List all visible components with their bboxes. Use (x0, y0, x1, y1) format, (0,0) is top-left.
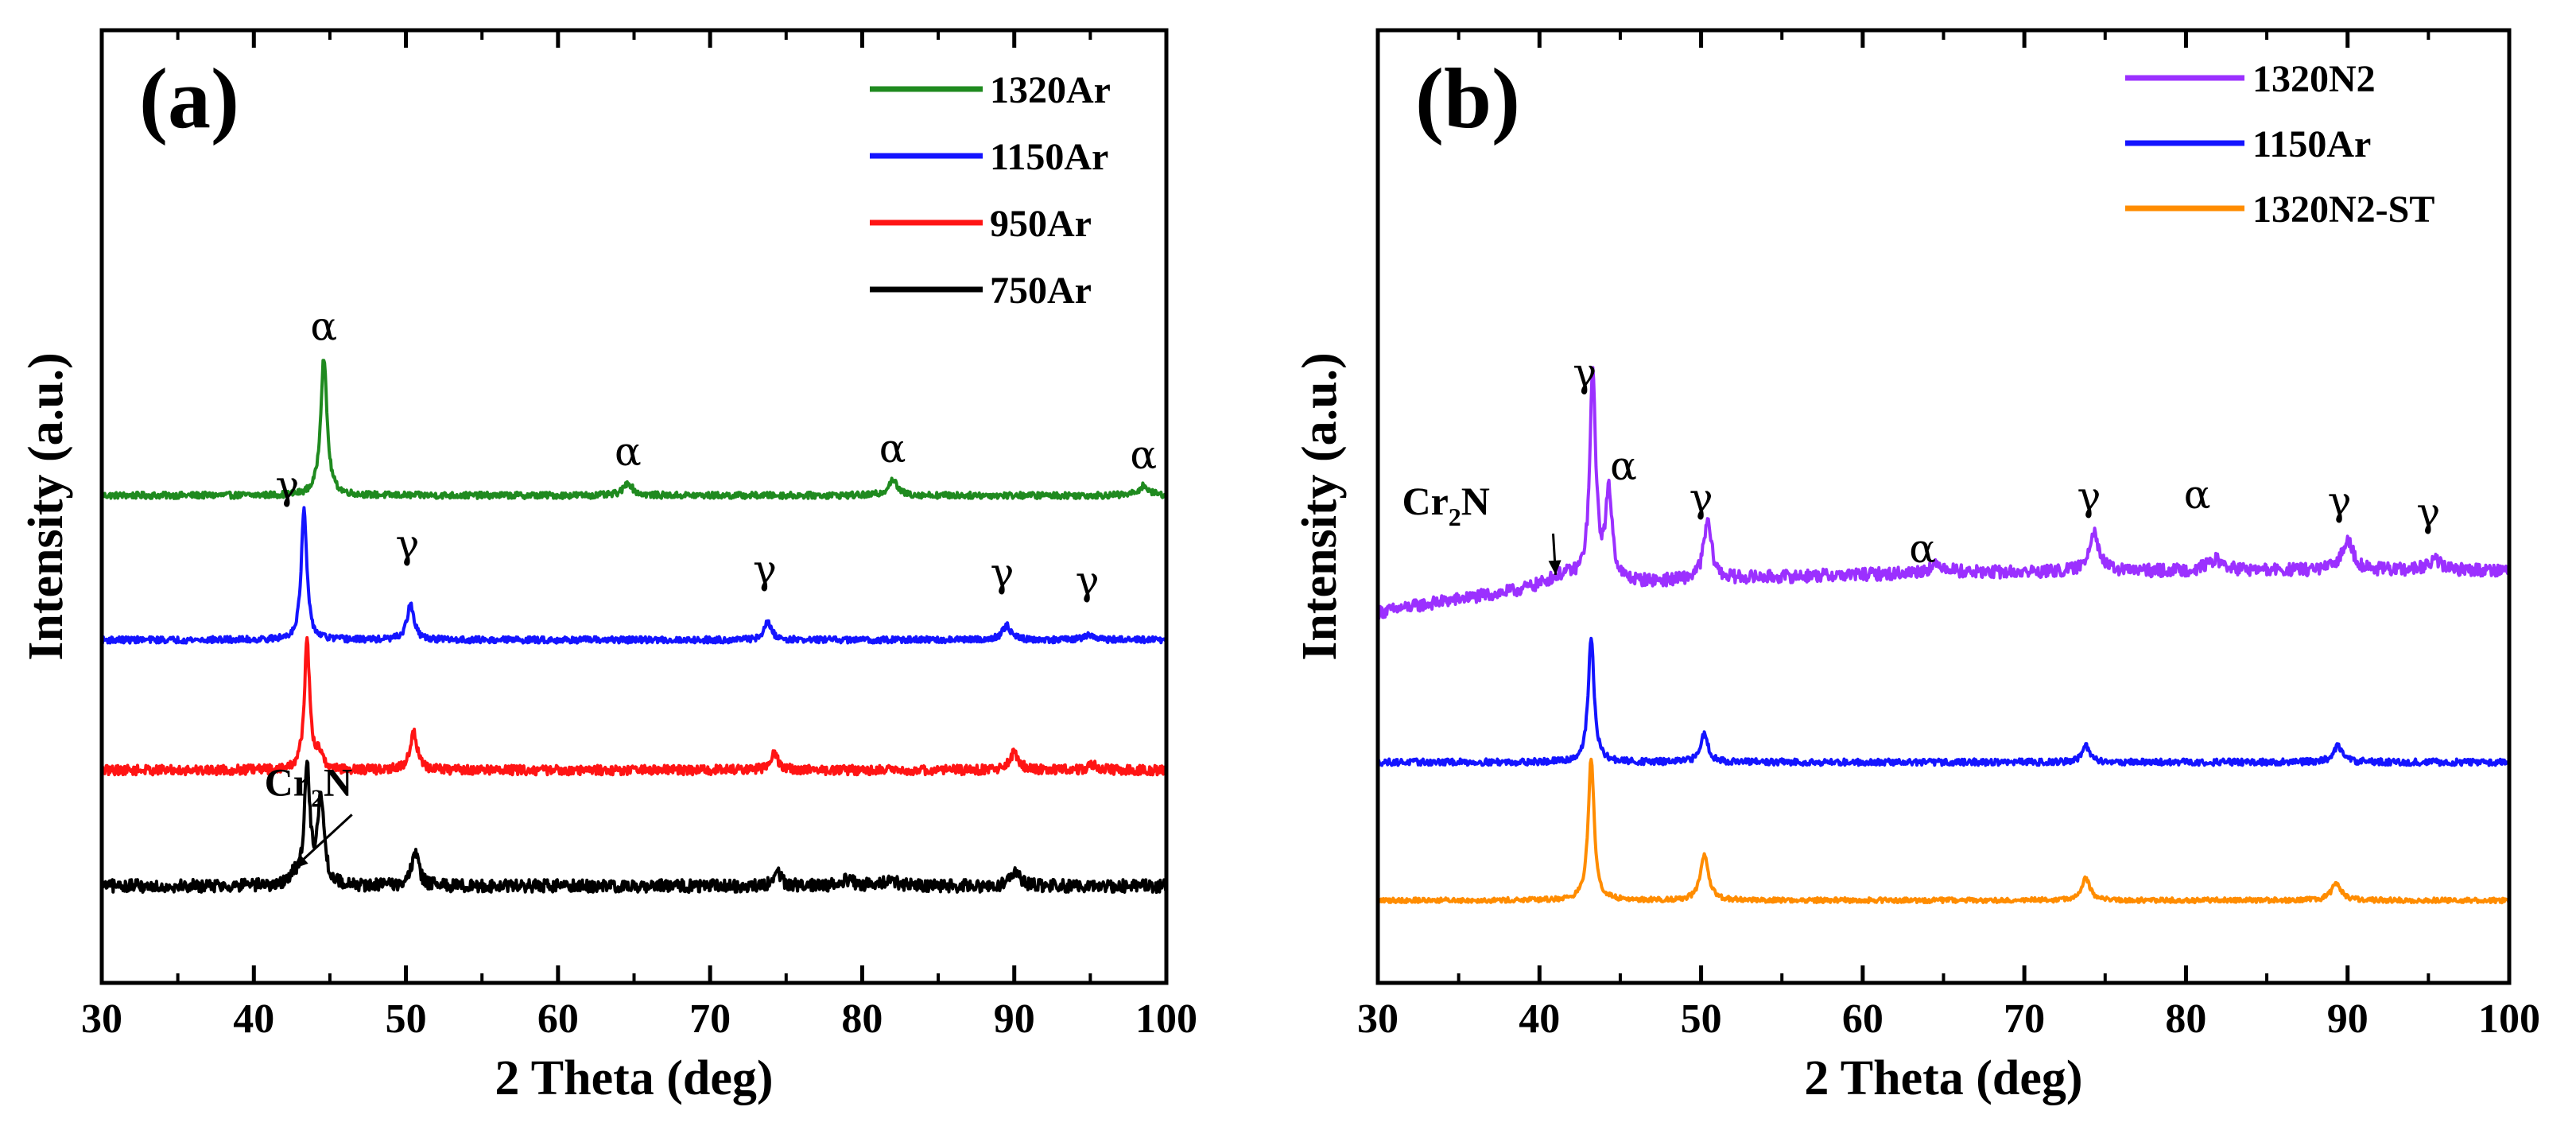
series-1320Ar-line (100, 359, 1168, 500)
x-tick-label: 40 (1519, 996, 1560, 1042)
x-axis-label: 2 Theta (deg) (1804, 1051, 2082, 1105)
x-tick-label: 80 (841, 996, 883, 1042)
x-tick-label: 60 (1842, 996, 1884, 1042)
alpha-peak-label: α (615, 429, 642, 475)
alpha-peak-label: α (1610, 443, 1637, 489)
gamma-peak-label: γ (275, 462, 299, 508)
x-tick-label: 60 (537, 996, 579, 1042)
legend-label-1320N2-ST: 1320N2-ST (2252, 188, 2434, 231)
x-tick-label: 100 (2478, 996, 2540, 1042)
panel-label: (b) (1415, 52, 1520, 146)
alpha-peak-label: α (1909, 526, 1936, 572)
x-tick-label: 90 (994, 996, 1035, 1042)
x-tick-label: 70 (689, 996, 731, 1042)
legend-label-1150Ar: 1150Ar (2252, 123, 2371, 165)
alpha-peak-label: α (310, 303, 337, 349)
cr2n-arrowhead (1548, 560, 1562, 575)
y-axis-label: Intensity (a.u.) (1293, 352, 1347, 661)
legend-label-950Ar: 950Ar (990, 203, 1092, 245)
x-tick-label: 50 (386, 996, 427, 1042)
cr2n-label: Cr2N (265, 759, 352, 812)
x-tick-label: 80 (2165, 996, 2206, 1042)
x-tick-label: 40 (233, 996, 274, 1042)
gamma-peak-label: γ (396, 521, 420, 567)
cr2n-label: Cr2N (1402, 479, 1489, 531)
x-tick-label: 70 (2004, 996, 2045, 1042)
gamma-peak-label: γ (1690, 475, 1713, 521)
alpha-peak-label: α (2184, 472, 2211, 518)
x-tick-label: 100 (1135, 996, 1197, 1042)
x-tick-label: 30 (81, 996, 122, 1042)
series-1320N2-ST-line (1376, 757, 2511, 905)
y-axis-label: Intensity (a.u.) (19, 352, 73, 661)
legend-label-1320Ar: 1320Ar (990, 69, 1111, 111)
gamma-peak-label: γ (2416, 489, 2440, 535)
x-axis-label: 2 Theta (deg) (495, 1051, 773, 1105)
series-1150Ar-line (1377, 636, 2511, 767)
cr2n-arrowhead (293, 854, 308, 869)
series-750Ar-line (100, 759, 1168, 895)
x-tick-label: 50 (1681, 996, 1722, 1042)
gamma-peak-label: γ (990, 550, 1014, 596)
series-950Ar-line (100, 635, 1168, 777)
legend-label-1320N2: 1320N2 (2252, 58, 2376, 100)
panel-b: 30 40 50 60 70 80 90 100 2 Theta (deg) Intensity … (1293, 28, 2540, 1105)
gamma-peak-label: γ (753, 546, 777, 592)
alpha-peak-label: α (879, 425, 906, 472)
alpha-peak-label: α (1130, 432, 1157, 478)
series-1320N2-line (1376, 366, 2511, 621)
panel-a: 30 40 50 60 70 80 90 100 2 Theta (deg) Intensity … (19, 28, 1197, 1105)
gamma-peak-label: γ (2328, 478, 2352, 524)
series-1150Ar-line (100, 506, 1168, 645)
gamma-peak-label: γ (1573, 349, 1596, 395)
gamma-peak-label: γ (2077, 473, 2101, 519)
panel-label: (a) (139, 52, 239, 146)
legend-label-750Ar: 750Ar (990, 270, 1092, 312)
x-tick-label: 30 (1357, 996, 1399, 1042)
legend-label-1150Ar: 1150Ar (990, 136, 1108, 178)
x-tick-label: 90 (2327, 996, 2368, 1042)
gamma-peak-label: γ (1076, 557, 1100, 604)
